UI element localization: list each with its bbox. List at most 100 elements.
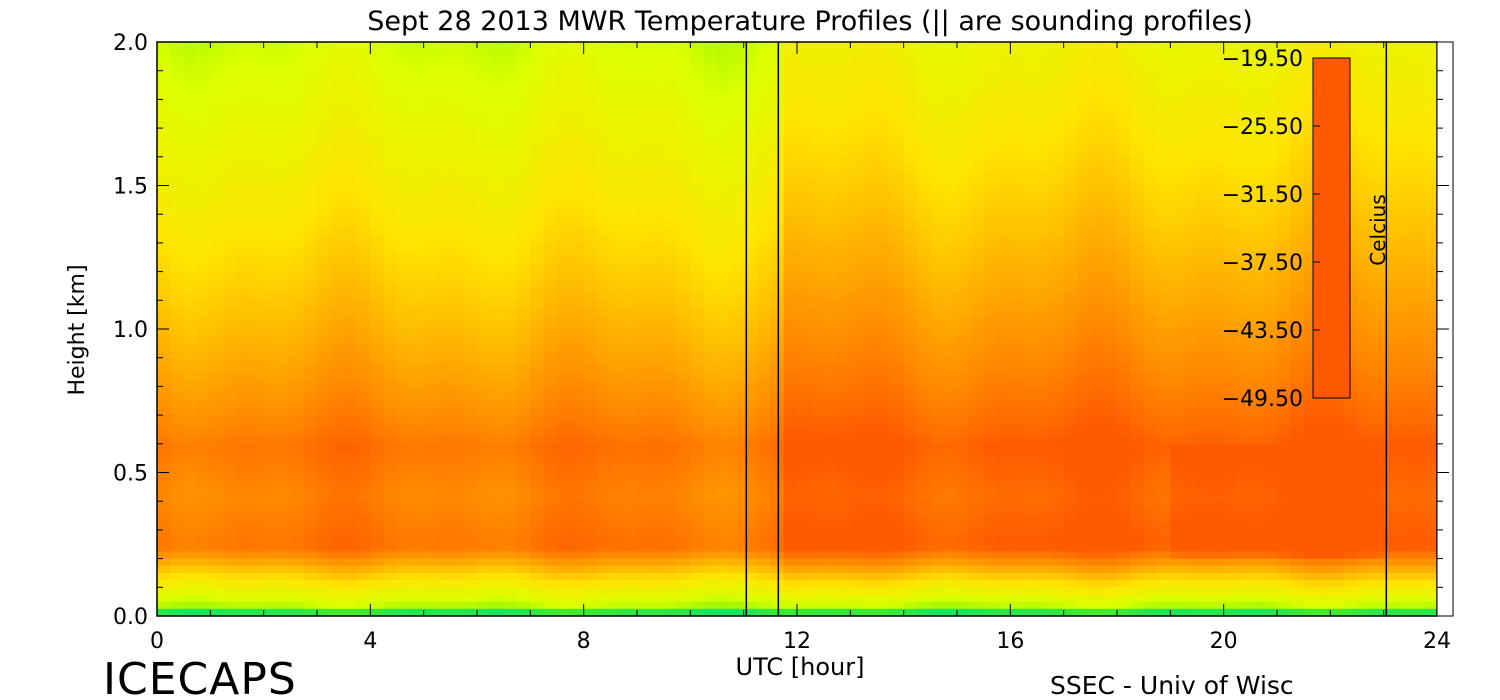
- heatmap-cell: [890, 529, 905, 538]
- heatmap-cell: [343, 207, 358, 215]
- heatmap-cell: [623, 429, 638, 438]
- heatmap-cell: [490, 192, 505, 201]
- heatmap-cell: [863, 235, 878, 244]
- heatmap-cell: [237, 56, 251, 65]
- heatmap-cell: [343, 608, 358, 616]
- heatmap-cell: [623, 465, 638, 474]
- heatmap-cell: [250, 443, 265, 452]
- heatmap-cell: [370, 70, 385, 79]
- heatmap-cell: [650, 515, 665, 524]
- heatmap-cell: [197, 142, 211, 151]
- heatmap-cell: [637, 479, 651, 488]
- heatmap-cell: [383, 407, 398, 416]
- heatmap-cell: [210, 572, 225, 581]
- heatmap-cell: [837, 85, 851, 93]
- heatmap-cell: [877, 415, 891, 423]
- heatmap-cell: [917, 458, 931, 466]
- heatmap-cell: [223, 49, 238, 57]
- heatmap-cell: [623, 142, 638, 151]
- heatmap-cell: [890, 558, 905, 567]
- heatmap-cell: [983, 149, 998, 158]
- heatmap-cell: [903, 70, 918, 79]
- heatmap-cell: [943, 207, 958, 215]
- heatmap-cell: [970, 156, 985, 165]
- heatmap-cell: [170, 171, 185, 179]
- heatmap-cell: [717, 501, 731, 509]
- heatmap-cell: [837, 307, 851, 316]
- heatmap-cell: [730, 77, 745, 86]
- heatmap-cell: [837, 321, 851, 330]
- heatmap-cell: [543, 85, 558, 93]
- heatmap-cell: [663, 372, 678, 380]
- heatmap-cell: [397, 508, 411, 517]
- heatmap-cell: [770, 113, 785, 122]
- heatmap-cell: [343, 113, 358, 122]
- heatmap-cell: [877, 343, 891, 352]
- heatmap-cell: [557, 407, 571, 416]
- heatmap-cell: [263, 350, 278, 359]
- heatmap-cell: [637, 142, 651, 151]
- heatmap-cell: [570, 70, 585, 79]
- heatmap-cell: [570, 207, 585, 215]
- heatmap-cell: [423, 479, 438, 488]
- heatmap-cell: [610, 580, 625, 588]
- heatmap-cell: [823, 178, 838, 187]
- heatmap-cell: [637, 522, 651, 531]
- heatmap-cell: [263, 321, 278, 330]
- heatmap-cell: [650, 508, 665, 517]
- heatmap-cell: [277, 501, 291, 509]
- heatmap-cell: [943, 343, 958, 352]
- heatmap-cell: [170, 63, 185, 72]
- heatmap-cell: [917, 400, 931, 409]
- heatmap-cell: [343, 257, 358, 266]
- heatmap-cell: [570, 99, 585, 108]
- heatmap-cell: [783, 307, 798, 316]
- heatmap-cell: [703, 415, 718, 423]
- heatmap-cell: [397, 135, 411, 144]
- heatmap-cell: [637, 379, 651, 387]
- heatmap-cell: [437, 250, 451, 258]
- heatmap-cell: [543, 551, 558, 560]
- heatmap-cell: [157, 278, 171, 287]
- heatmap-cell: [503, 199, 518, 208]
- heatmap-cell: [583, 350, 598, 359]
- heatmap-cell: [503, 192, 518, 201]
- heatmap-cell: [623, 321, 638, 330]
- heatmap-cell: [877, 228, 891, 237]
- heatmap-cell: [677, 163, 691, 172]
- heatmap-cell: [263, 443, 278, 452]
- heatmap-cell: [317, 465, 331, 474]
- heatmap-cell: [730, 458, 745, 466]
- heatmap-cell: [183, 594, 198, 603]
- heatmap-cell: [757, 207, 771, 215]
- heatmap-cell: [850, 450, 865, 459]
- heatmap-cell: [637, 63, 651, 72]
- heatmap-cell: [650, 537, 665, 545]
- heatmap-cell: [623, 285, 638, 294]
- heatmap-cell: [370, 350, 385, 359]
- heatmap-cell: [623, 314, 638, 323]
- heatmap-cell: [383, 85, 398, 93]
- heatmap-cell: [437, 494, 451, 502]
- heatmap-cell: [863, 149, 878, 158]
- heatmap-cell: [250, 199, 265, 208]
- heatmap-cell: [463, 228, 478, 237]
- heatmap-cell: [610, 163, 625, 172]
- heatmap-cell: [730, 551, 745, 560]
- heatmap-cell: [810, 285, 825, 294]
- heatmap-cell: [237, 429, 251, 438]
- heatmap-cell: [517, 494, 531, 502]
- heatmap-cell: [530, 594, 545, 603]
- heatmap-cell: [837, 608, 851, 616]
- heatmap-cell: [517, 608, 531, 616]
- heatmap-cell: [170, 529, 185, 538]
- heatmap-cell: [770, 400, 785, 409]
- heatmap-cell: [490, 522, 505, 531]
- heatmap-cell: [383, 128, 398, 136]
- heatmap-cell: [570, 522, 585, 531]
- heatmap-cell: [303, 343, 318, 352]
- heatmap-cell: [743, 178, 758, 187]
- heatmap-cell: [730, 242, 745, 251]
- heatmap-cell: [423, 572, 438, 581]
- heatmap-cell: [770, 350, 785, 359]
